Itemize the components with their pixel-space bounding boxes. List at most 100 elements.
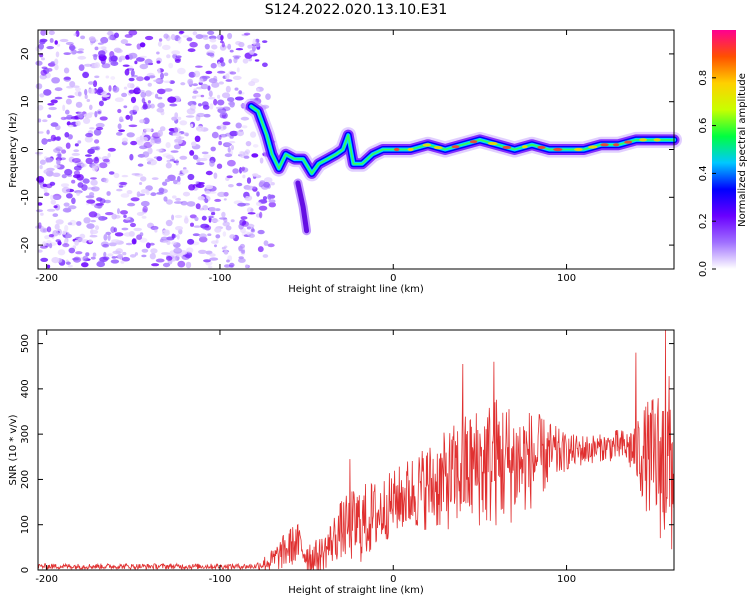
noise-speckle	[147, 100, 151, 104]
noise-speckle	[193, 70, 201, 78]
noise-speckle	[240, 216, 248, 220]
noise-speckle	[196, 112, 206, 118]
noise-speckle	[85, 157, 94, 165]
noise-speckle	[148, 75, 156, 79]
noise-speckle	[66, 121, 71, 126]
noise-speckle	[63, 202, 70, 207]
noise-speckle	[129, 254, 137, 258]
noise-speckle	[243, 155, 250, 159]
noise-speckle	[166, 240, 171, 245]
noise-speckle	[105, 231, 112, 235]
noise-speckle	[154, 93, 159, 99]
noise-speckle	[267, 183, 271, 189]
noise-speckle	[37, 202, 43, 206]
noise-speckle	[163, 196, 168, 202]
noise-speckle	[130, 69, 135, 77]
noise-speckle	[136, 57, 145, 62]
noise-speckle	[154, 139, 162, 144]
x-tick-label: -200	[35, 273, 58, 284]
noise-speckle	[208, 35, 217, 40]
noise-speckle	[90, 256, 96, 260]
noise-speckle	[106, 32, 116, 36]
noise-speckle	[49, 243, 53, 249]
y-tick-label: 400	[20, 379, 31, 398]
spectrogram-y-axis-label: Frequency (Hz)	[8, 112, 19, 188]
noise-speckle	[208, 265, 213, 269]
ridge-peak	[574, 147, 583, 152]
noise-speckle	[265, 93, 271, 100]
noise-speckle	[50, 122, 59, 127]
noise-speckle	[100, 36, 109, 44]
noise-speckle	[48, 30, 55, 36]
noise-speckle	[61, 149, 67, 154]
noise-speckle	[139, 145, 148, 150]
noise-speckle	[215, 106, 224, 110]
noise-speckle	[94, 46, 99, 51]
noise-speckle	[88, 36, 96, 42]
noise-speckle	[204, 43, 210, 50]
noise-speckle	[128, 89, 135, 94]
noise-speckle	[108, 85, 112, 92]
noise-speckle	[181, 169, 189, 174]
noise-speckle	[73, 165, 82, 171]
noise-speckle	[250, 131, 257, 138]
noise-speckle	[214, 244, 217, 248]
noise-speckle	[94, 139, 100, 144]
noise-speckle	[76, 50, 83, 54]
noise-speckle	[101, 94, 110, 98]
noise-speckle	[37, 249, 43, 253]
noise-speckle	[76, 221, 82, 226]
noise-speckle	[232, 75, 242, 80]
y-tick-label: -10	[20, 189, 31, 205]
y-tick-label: 200	[20, 470, 31, 489]
noise-speckle	[157, 88, 166, 95]
noise-speckle	[228, 58, 232, 64]
noise-speckle	[136, 76, 144, 82]
noise-speckle	[199, 207, 204, 211]
noise-speckle	[256, 191, 260, 197]
noise-speckle	[213, 172, 218, 179]
noise-speckle	[35, 225, 44, 230]
noise-speckle	[46, 226, 52, 233]
noise-speckle	[219, 133, 228, 138]
noise-speckle	[141, 208, 148, 214]
noise-speckle	[217, 191, 227, 197]
noise-speckle	[156, 192, 164, 195]
noise-speckle	[116, 188, 123, 192]
noise-speckle	[57, 152, 62, 157]
noise-speckle	[66, 193, 73, 199]
noise-speckle	[42, 241, 47, 247]
noise-speckle	[129, 109, 138, 115]
noise-speckle	[105, 75, 110, 79]
noise-speckle	[219, 217, 227, 220]
noise-speckle	[205, 70, 213, 75]
noise-speckle	[208, 191, 217, 194]
noise-speckle	[197, 196, 205, 201]
noise-speckle	[41, 66, 48, 70]
noise-speckle	[103, 177, 109, 184]
noise-speckle	[182, 35, 190, 38]
noise-speckle	[139, 55, 147, 59]
noise-speckle	[42, 119, 48, 123]
noise-speckle	[88, 211, 98, 218]
noise-speckle	[257, 229, 265, 235]
noise-speckle	[46, 46, 54, 50]
noise-speckle	[95, 126, 104, 131]
noise-speckle	[185, 261, 192, 269]
noise-speckle	[142, 151, 150, 158]
noise-speckle	[188, 184, 196, 191]
noise-speckle	[36, 176, 45, 183]
noise-speckle	[52, 172, 61, 177]
noise-speckle	[225, 73, 230, 80]
noise-speckle	[121, 227, 129, 231]
noise-speckle	[45, 183, 53, 189]
noise-speckle	[143, 128, 153, 132]
noise-speckle	[199, 34, 209, 38]
noise-speckle	[268, 202, 276, 208]
noise-speckle	[238, 90, 242, 95]
noise-speckle	[263, 240, 269, 246]
noise-speckle	[211, 211, 216, 216]
ridge-branch	[295, 180, 310, 234]
noise-speckle	[215, 234, 221, 239]
noise-speckle	[77, 91, 82, 97]
